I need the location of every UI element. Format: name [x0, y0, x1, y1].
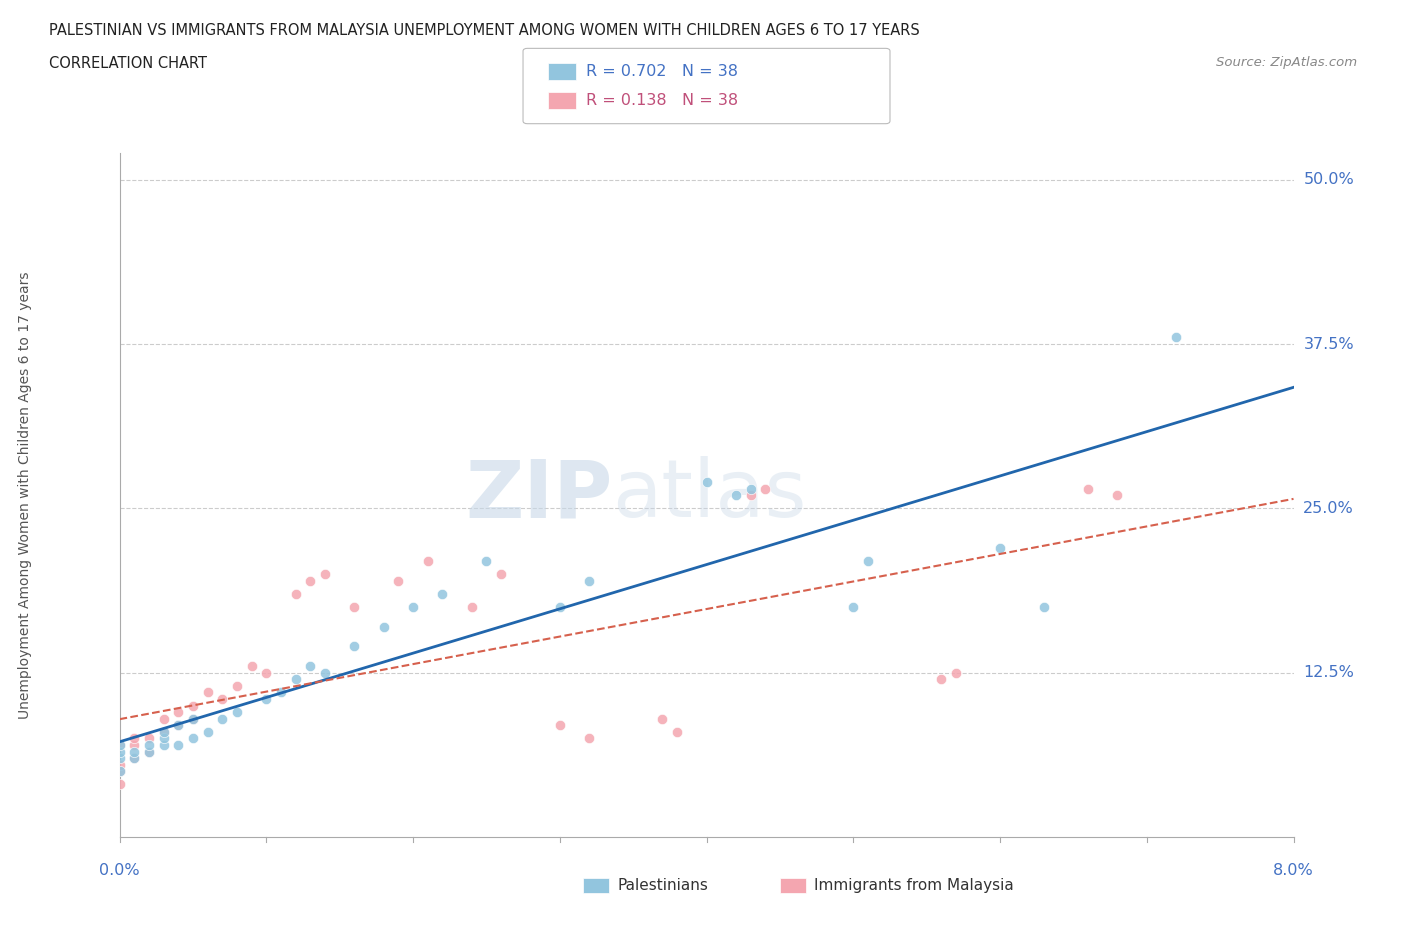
Point — [284, 671, 307, 686]
Point — [108, 744, 131, 759]
Point — [548, 600, 571, 615]
Point — [314, 566, 336, 581]
Point — [754, 481, 776, 496]
Point — [122, 751, 145, 765]
Point — [181, 711, 204, 726]
Point — [211, 711, 233, 726]
Point — [651, 711, 673, 726]
Text: 12.5%: 12.5% — [1303, 665, 1354, 680]
Point — [181, 711, 204, 726]
Text: CORRELATION CHART: CORRELATION CHART — [49, 56, 207, 71]
Point — [402, 600, 425, 615]
Point — [696, 474, 718, 489]
Point — [108, 737, 131, 752]
Point — [167, 705, 190, 720]
Point — [225, 678, 249, 693]
Point — [931, 671, 953, 686]
Point — [284, 587, 307, 602]
Point — [181, 731, 204, 746]
Point — [167, 718, 190, 733]
Text: Source: ZipAtlas.com: Source: ZipAtlas.com — [1216, 56, 1357, 69]
Point — [578, 573, 600, 588]
Point — [181, 698, 204, 713]
Point — [724, 488, 747, 503]
Point — [856, 553, 879, 568]
Text: Palestinians: Palestinians — [617, 878, 709, 893]
Text: R = 0.138   N = 38: R = 0.138 N = 38 — [586, 93, 738, 108]
Point — [945, 665, 967, 680]
Point — [1033, 600, 1056, 615]
Point — [108, 764, 131, 778]
Point — [299, 573, 322, 588]
Point — [373, 619, 395, 634]
Point — [122, 737, 145, 752]
Text: 37.5%: 37.5% — [1303, 337, 1354, 352]
Text: 8.0%: 8.0% — [1274, 863, 1313, 878]
Point — [578, 731, 600, 746]
Point — [152, 731, 174, 746]
Point — [740, 488, 762, 503]
Point — [240, 658, 263, 673]
Point — [167, 737, 190, 752]
Point — [197, 724, 219, 739]
Point — [416, 553, 439, 568]
Point — [167, 718, 190, 733]
Point — [138, 731, 160, 746]
Point — [1164, 330, 1187, 345]
Point — [270, 685, 292, 700]
Point — [122, 731, 145, 746]
Point — [548, 718, 571, 733]
Point — [108, 764, 131, 778]
Text: R = 0.702   N = 38: R = 0.702 N = 38 — [586, 64, 738, 79]
Text: PALESTINIAN VS IMMIGRANTS FROM MALAYSIA UNEMPLOYMENT AMONG WOMEN WITH CHILDREN A: PALESTINIAN VS IMMIGRANTS FROM MALAYSIA … — [49, 23, 920, 38]
Text: Unemployment Among Women with Children Ages 6 to 17 years: Unemployment Among Women with Children A… — [18, 272, 32, 719]
Point — [108, 757, 131, 772]
Point — [152, 737, 174, 752]
Point — [254, 692, 277, 707]
Point — [343, 600, 366, 615]
Point — [152, 711, 174, 726]
Point — [475, 553, 498, 568]
Text: 50.0%: 50.0% — [1303, 172, 1354, 187]
Point — [1077, 481, 1099, 496]
Point — [1107, 488, 1129, 503]
Point — [489, 566, 512, 581]
Point — [432, 587, 454, 602]
Text: 0.0%: 0.0% — [100, 863, 139, 878]
Point — [122, 751, 145, 765]
Text: ZIP: ZIP — [465, 457, 613, 534]
Text: Immigrants from Malaysia: Immigrants from Malaysia — [814, 878, 1014, 893]
Point — [211, 692, 233, 707]
Point — [225, 705, 249, 720]
Point — [108, 777, 131, 791]
Point — [108, 737, 131, 752]
Point — [108, 751, 131, 765]
Point — [138, 737, 160, 752]
Point — [387, 573, 409, 588]
Point — [740, 481, 762, 496]
Point — [138, 744, 160, 759]
Point — [152, 724, 174, 739]
Text: atlas: atlas — [613, 457, 807, 534]
Point — [197, 685, 219, 700]
Point — [152, 724, 174, 739]
Point — [343, 639, 366, 654]
Point — [461, 600, 484, 615]
Point — [314, 665, 336, 680]
Point — [988, 540, 1011, 555]
Point — [299, 658, 322, 673]
Point — [254, 665, 277, 680]
Point — [666, 724, 689, 739]
Text: 25.0%: 25.0% — [1303, 501, 1354, 516]
Point — [122, 744, 145, 759]
Point — [842, 600, 865, 615]
Point — [138, 744, 160, 759]
